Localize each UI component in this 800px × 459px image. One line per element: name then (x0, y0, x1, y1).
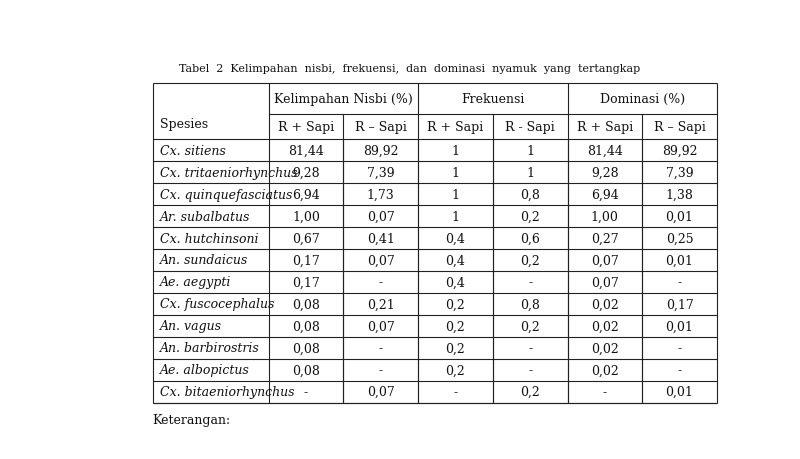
Text: 0,67: 0,67 (292, 232, 320, 245)
Text: -: - (528, 341, 532, 354)
Text: 1,38: 1,38 (666, 188, 694, 201)
Text: 1,00: 1,00 (591, 210, 618, 223)
Text: 1,00: 1,00 (292, 210, 320, 223)
Text: 0,2: 0,2 (520, 319, 540, 333)
Text: 0,2: 0,2 (446, 364, 466, 376)
Text: Cx. fuscocephalus: Cx. fuscocephalus (160, 298, 274, 311)
Text: Cx. bitaeniorhynchus: Cx. bitaeniorhynchus (160, 386, 294, 398)
Text: 1: 1 (526, 145, 534, 157)
Text: Cx. sitiens: Cx. sitiens (160, 145, 226, 157)
Text: 81,44: 81,44 (587, 145, 622, 157)
Text: 0,4: 0,4 (446, 276, 466, 289)
Text: 0,25: 0,25 (666, 232, 694, 245)
Text: Dominasi (%): Dominasi (%) (600, 92, 685, 106)
Text: 1: 1 (451, 188, 459, 201)
Text: Ae. aegypti: Ae. aegypti (160, 276, 231, 289)
Text: -: - (528, 364, 532, 376)
Text: 9,28: 9,28 (591, 166, 618, 179)
Text: 0,07: 0,07 (367, 319, 394, 333)
Text: 0,07: 0,07 (591, 254, 618, 267)
Text: -: - (454, 386, 458, 398)
Text: 0,17: 0,17 (292, 276, 320, 289)
Text: 0,02: 0,02 (591, 298, 618, 311)
Text: Kelimpahan Nisbi (%): Kelimpahan Nisbi (%) (274, 92, 413, 106)
Text: 0,08: 0,08 (292, 364, 320, 376)
Text: 0,01: 0,01 (666, 210, 694, 223)
Text: R + Sapi: R + Sapi (427, 121, 483, 134)
Text: 0,8: 0,8 (520, 298, 540, 311)
Text: Cx. hutchinsoni: Cx. hutchinsoni (160, 232, 258, 245)
Text: -: - (304, 386, 308, 398)
Text: -: - (678, 341, 682, 354)
Text: 0,2: 0,2 (446, 319, 466, 333)
Text: Cx. tritaeniorhynchus: Cx. tritaeniorhynchus (160, 166, 298, 179)
Text: R + Sapi: R + Sapi (577, 121, 633, 134)
Text: -: - (678, 364, 682, 376)
Text: 0,27: 0,27 (591, 232, 618, 245)
Text: An. barbirostris: An. barbirostris (160, 341, 260, 354)
Text: An. vagus: An. vagus (160, 319, 222, 333)
Text: Cx. quinquefasciatus: Cx. quinquefasciatus (160, 188, 293, 201)
Text: 81,44: 81,44 (288, 145, 324, 157)
Text: -: - (602, 386, 607, 398)
Text: 0,8: 0,8 (520, 188, 540, 201)
Text: 1,73: 1,73 (367, 188, 394, 201)
Text: 0,07: 0,07 (367, 210, 394, 223)
Text: Spesies: Spesies (160, 118, 208, 130)
Text: 7,39: 7,39 (367, 166, 394, 179)
Text: 0,07: 0,07 (591, 276, 618, 289)
Text: 7,39: 7,39 (666, 166, 694, 179)
Text: 1: 1 (526, 166, 534, 179)
Text: -: - (378, 364, 383, 376)
Text: 0,6: 0,6 (520, 232, 540, 245)
Text: 0,07: 0,07 (367, 386, 394, 398)
Text: R – Sapi: R – Sapi (355, 121, 406, 134)
Text: 0,41: 0,41 (367, 232, 394, 245)
Text: -: - (378, 341, 383, 354)
Text: 0,07: 0,07 (367, 254, 394, 267)
Text: Frekuensi: Frekuensi (461, 92, 525, 106)
Text: 0,01: 0,01 (666, 319, 694, 333)
Text: 6,94: 6,94 (591, 188, 618, 201)
Text: 0,2: 0,2 (520, 210, 540, 223)
Text: 89,92: 89,92 (363, 145, 398, 157)
Text: 1: 1 (451, 166, 459, 179)
Text: 0,08: 0,08 (292, 319, 320, 333)
Text: -: - (378, 276, 383, 289)
Text: 0,2: 0,2 (446, 341, 466, 354)
Text: 6,94: 6,94 (292, 188, 320, 201)
Text: 0,17: 0,17 (292, 254, 320, 267)
Text: Ar. subalbatus: Ar. subalbatus (160, 210, 250, 223)
Text: R - Sapi: R - Sapi (506, 121, 555, 134)
Text: Tabel  2  Kelimpahan  nisbi,  frekuensi,  dan  dominasi  nyamuk  yang  tertangka: Tabel 2 Kelimpahan nisbi, frekuensi, dan… (179, 64, 641, 74)
Text: 89,92: 89,92 (662, 145, 698, 157)
Text: 9,28: 9,28 (292, 166, 320, 179)
Text: 0,08: 0,08 (292, 298, 320, 311)
Text: 0,02: 0,02 (591, 319, 618, 333)
Text: Keterangan:: Keterangan: (153, 414, 231, 426)
Text: 1: 1 (451, 145, 459, 157)
Text: 0,01: 0,01 (666, 254, 694, 267)
Text: 0,02: 0,02 (591, 364, 618, 376)
Text: 0,08: 0,08 (292, 341, 320, 354)
Text: 0,21: 0,21 (367, 298, 394, 311)
Text: An. sundaicus: An. sundaicus (160, 254, 248, 267)
Text: 0,4: 0,4 (446, 232, 466, 245)
Text: 0,2: 0,2 (446, 298, 466, 311)
Text: 0,01: 0,01 (666, 386, 694, 398)
Text: 1: 1 (451, 210, 459, 223)
Text: -: - (528, 276, 532, 289)
Text: 0,17: 0,17 (666, 298, 694, 311)
Text: R + Sapi: R + Sapi (278, 121, 334, 134)
Text: R – Sapi: R – Sapi (654, 121, 706, 134)
Text: 0,2: 0,2 (520, 386, 540, 398)
Text: 0,4: 0,4 (446, 254, 466, 267)
Text: 0,2: 0,2 (520, 254, 540, 267)
Text: 0,02: 0,02 (591, 341, 618, 354)
Text: Ae. albopictus: Ae. albopictus (160, 364, 250, 376)
Text: -: - (678, 276, 682, 289)
